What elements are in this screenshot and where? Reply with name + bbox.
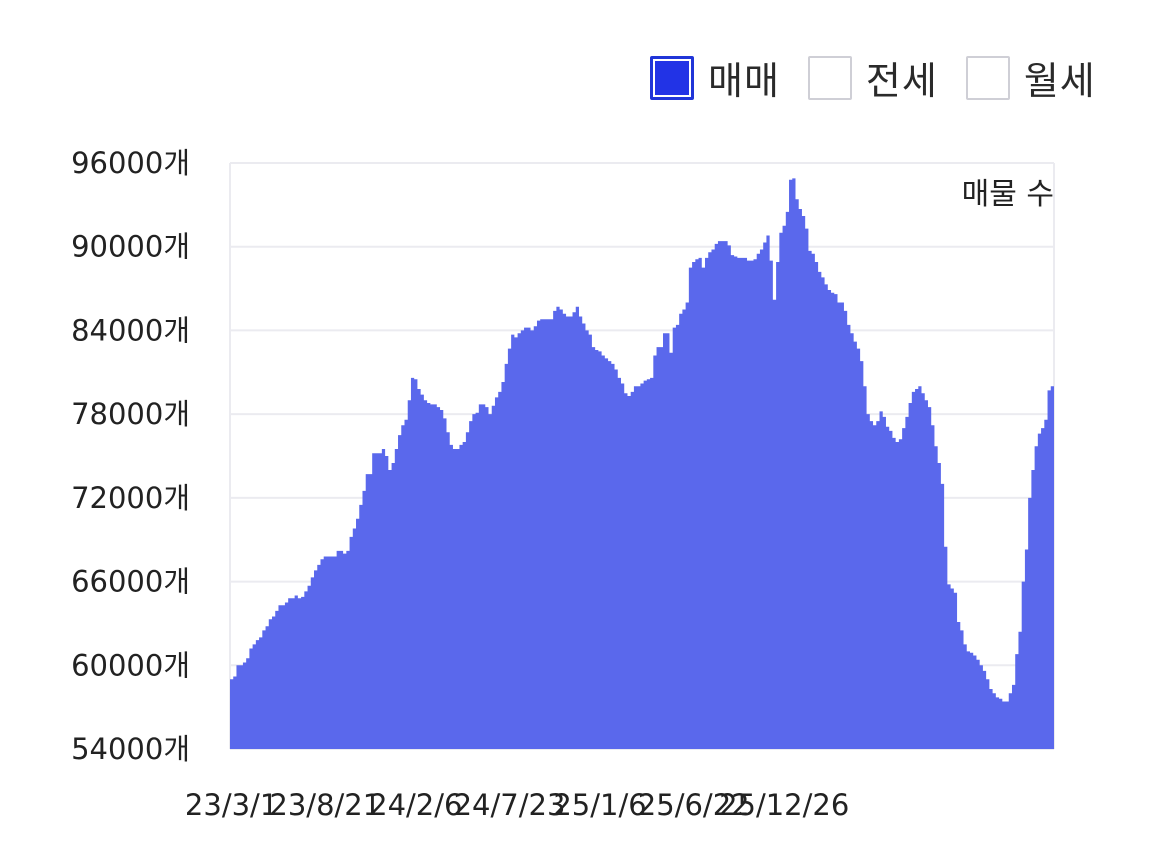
legend-swatch-sale <box>650 55 694 100</box>
series-area <box>230 178 1054 750</box>
y-tick-label: 90000개 <box>71 230 190 264</box>
y-tick-label: 84000개 <box>71 313 190 347</box>
x-tick-label: 24/7/23 <box>454 788 566 822</box>
legend-item-sale[interactable]: 매매 <box>650 50 780 105</box>
x-tick-label: 25/1/6 <box>553 788 646 822</box>
series-area-path <box>230 178 1054 750</box>
x-axis-ticks: 23/3/123/8/2124/2/624/7/2325/1/625/6/222… <box>185 788 849 822</box>
legend-item-jeonse[interactable]: 전세 <box>807 50 938 105</box>
y-tick-label: 72000개 <box>71 481 190 515</box>
legend-item-monthly-rent[interactable]: 월세 <box>965 50 1096 105</box>
y-tick-label: 78000개 <box>71 397 190 431</box>
x-tick-label: 24/2/6 <box>369 788 462 822</box>
x-tick-label: 25/12/26 <box>719 788 849 822</box>
chart-annotation: 매물 수 <box>962 177 1054 212</box>
chart-legend: 매매 전세 월세 <box>650 50 1096 105</box>
y-tick-label: 66000개 <box>71 565 190 599</box>
x-tick-label: 25/6/22 <box>638 788 750 822</box>
legend-swatch-jeonse <box>807 55 852 100</box>
x-tick-label: 23/3/1 <box>185 788 278 822</box>
legend-label-monthly-rent: 월세 <box>1023 59 1096 103</box>
x-tick-label: 23/8/21 <box>269 788 381 822</box>
legend-label-sale: 매매 <box>708 59 780 103</box>
y-tick-label: 96000개 <box>71 146 190 180</box>
legend-swatch-monthly-rent <box>965 55 1010 100</box>
y-tick-label: 60000개 <box>71 648 190 682</box>
legend-label-jeonse: 전세 <box>865 59 938 103</box>
y-tick-label: 54000개 <box>71 732 190 766</box>
y-axis-ticks: 54000개 60000개 66000개 72000개 78000개 84000개 9000… <box>71 146 190 766</box>
